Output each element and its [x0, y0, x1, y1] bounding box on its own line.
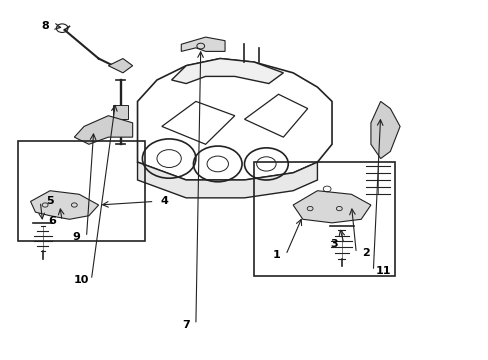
Text: 9: 9: [73, 232, 81, 242]
Polygon shape: [108, 59, 132, 73]
Polygon shape: [74, 116, 132, 144]
Text: 5: 5: [46, 197, 54, 206]
Bar: [19, 141, 144, 241]
Text: 8: 8: [41, 21, 49, 31]
Text: 6: 6: [48, 216, 56, 226]
Polygon shape: [181, 37, 224, 51]
Text: 11: 11: [375, 266, 390, 276]
Polygon shape: [370, 102, 399, 158]
Polygon shape: [30, 191, 99, 219]
Bar: [113, 105, 127, 119]
Polygon shape: [292, 191, 370, 223]
Text: 2: 2: [362, 248, 369, 258]
Text: 10: 10: [74, 275, 89, 285]
Polygon shape: [171, 59, 283, 84]
Bar: [254, 162, 394, 276]
Text: 3: 3: [330, 239, 338, 249]
Text: 4: 4: [160, 197, 168, 206]
Text: 1: 1: [272, 250, 280, 260]
Text: 7: 7: [182, 320, 190, 330]
Polygon shape: [137, 162, 317, 198]
